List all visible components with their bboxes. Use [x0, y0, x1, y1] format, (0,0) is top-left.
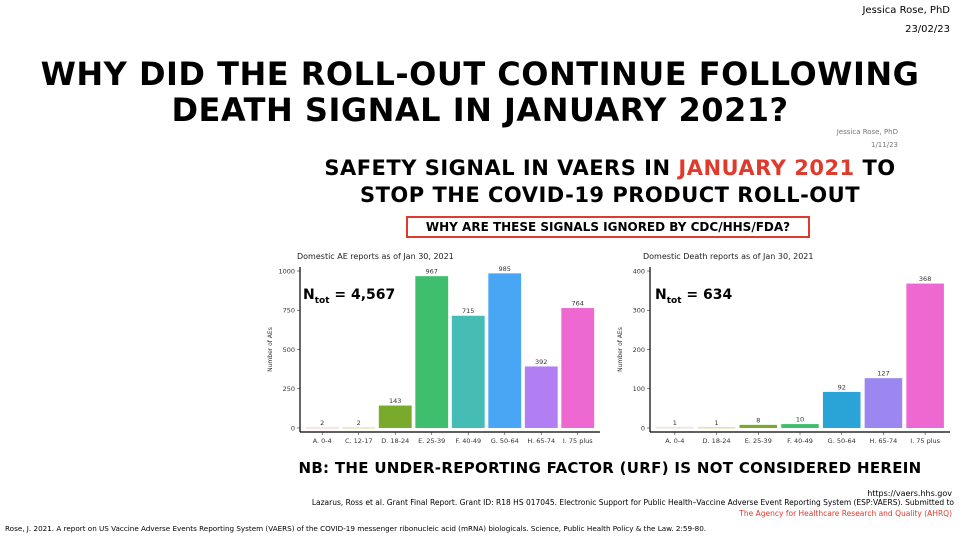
death-ntot-annotation: Ntot = 634: [655, 287, 732, 306]
ae-x-tick-label: D. 18-24: [381, 437, 409, 445]
death-bar-value-label: 92: [838, 383, 846, 391]
death-y-tick-label: 300: [633, 307, 645, 315]
nb-note: NB: THE UNDER-REPORTING FACTOR (URF) IS …: [298, 459, 922, 477]
ae-y-tick-label: 500: [283, 346, 295, 354]
inner-title-line-2: STOP THE COVID-19 PRODUCT ROLL-OUT: [359, 183, 861, 207]
death-bar-value-label: 10: [796, 416, 804, 424]
death-y-tick-label: 200: [633, 346, 645, 354]
ae-x-tick-label: C. 12-17: [345, 437, 373, 445]
ae-bar-value-label: 392: [535, 358, 547, 366]
death-bar-value-label: 1: [673, 419, 677, 427]
inner-title-highlight: JANUARY 2021: [678, 156, 855, 180]
death-bar: [739, 424, 778, 428]
ae-ntot-annotation: Ntot = 4,567: [303, 287, 395, 306]
presentation-date: 23/02/23: [905, 24, 950, 35]
death-x-tick-label: D. 18-24: [703, 437, 731, 445]
death-bar-value-label: 368: [919, 275, 931, 283]
ae-bar: [342, 427, 376, 429]
inner-slide-date: 1/11/23: [871, 141, 898, 149]
ae-bar-value-label: 143: [389, 397, 401, 405]
death-x-tick-label: F. 40-49: [787, 437, 813, 445]
death-y-tick-label: 0: [641, 424, 645, 432]
inner-slide-title: SAFETY SIGNAL IN VAERS IN JANUARY 2021 T…: [275, 155, 945, 209]
death-x-tick-label: A. 0-4: [665, 437, 684, 445]
ae-bar-value-label: 715: [462, 307, 474, 315]
ae-bar-value-label: 985: [499, 265, 511, 273]
ae-y-tick-label: 750: [283, 307, 295, 315]
page-title-line-2: DEATH SIGNAL IN JANUARY 2021?: [171, 91, 789, 129]
ae-y-tick-label: 1000: [278, 267, 295, 275]
death-bar-value-label: 1: [715, 419, 719, 427]
ae-bar: [451, 315, 485, 428]
ae-x-tick-label: H. 65-74: [527, 437, 555, 445]
author-name: Jessica Rose, PhD: [862, 5, 950, 16]
ae-bar-value-label: 764: [572, 300, 584, 308]
death-x-tick-label: E. 25-39: [745, 437, 772, 445]
death-chart-title: Domestic Death reports as of Jan 30, 202…: [643, 252, 813, 261]
vaers-url: https://vaers.hhs.gov: [867, 489, 952, 498]
page-title: WHY DID THE ROLL-OUT CONTINUE FOLLOWING …: [0, 56, 960, 128]
death-x-tick-label: G. 50-64: [828, 437, 856, 445]
ae-x-tick-label: E. 25-39: [418, 437, 445, 445]
ae-x-tick-label: A. 0-4: [313, 437, 332, 445]
ae-y-tick-label: 250: [283, 385, 295, 393]
death-x-tick-label: H. 65-74: [870, 437, 898, 445]
ae-bar-value-label: 2: [357, 419, 361, 427]
ae-bar-value-label: 967: [426, 268, 438, 276]
question-callout: WHY ARE THESE SIGNALS IGNORED BY CDC/HHS…: [406, 216, 810, 238]
citation: Rose, J. 2021. A report on US Vaccine Ad…: [5, 524, 707, 533]
inner-slide-author: Jessica Rose, PhD: [836, 128, 898, 136]
death-bar-value-label: 127: [877, 370, 889, 378]
ae-bar: [415, 276, 449, 428]
death-bar: [906, 283, 944, 428]
death-bar: [781, 424, 819, 428]
death-bar: [822, 391, 861, 428]
ae-x-tick-label: F. 40-49: [455, 437, 481, 445]
death-bar: [656, 427, 694, 429]
inner-title-post: TO: [854, 156, 896, 180]
death-bar: [864, 378, 903, 428]
ae-x-tick-label: I. 75 plus: [563, 437, 593, 445]
ae-bar-value-label: 2: [320, 419, 324, 427]
death-x-tick-label: I. 75 plus: [910, 437, 940, 445]
death-bar-value-label: 8: [756, 416, 760, 424]
ae-x-tick-label: G. 50-64: [491, 437, 519, 445]
inner-title-pre: SAFETY SIGNAL IN VAERS IN: [324, 156, 679, 180]
death-y-tick-label: 400: [633, 267, 645, 275]
ae-bar: [378, 405, 412, 428]
ae-bar: [305, 427, 339, 429]
ae-bar: [488, 273, 522, 428]
ae-y-axis-label: Number of AEs: [267, 327, 274, 372]
ae-y-tick-label: 0: [291, 424, 295, 432]
death-y-tick-label: 100: [633, 385, 645, 393]
grant-reference: Lazarus, Ross et al. Grant Final Report.…: [311, 498, 954, 507]
ae-bar: [524, 366, 558, 428]
ae-chart-title: Domestic AE reports as of Jan 30, 2021: [297, 252, 454, 261]
death-y-axis-label: Number of AEs: [617, 327, 624, 372]
page-title-line-1: WHY DID THE ROLL-OUT CONTINUE FOLLOWING: [40, 55, 920, 93]
ahrq-reference: The Agency for Healthcare Research and Q…: [739, 509, 952, 518]
death-bar: [697, 427, 736, 429]
ae-bar: [561, 308, 595, 428]
